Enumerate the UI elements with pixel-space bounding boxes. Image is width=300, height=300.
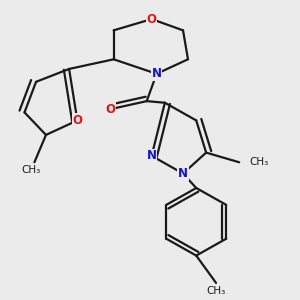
Text: N: N <box>152 67 162 80</box>
Text: O: O <box>105 103 116 116</box>
Text: CH₃: CH₃ <box>22 166 41 176</box>
Text: CH₃: CH₃ <box>249 157 268 167</box>
Text: CH₃: CH₃ <box>206 286 226 296</box>
Text: O: O <box>147 13 157 26</box>
Text: O: O <box>72 114 82 127</box>
Text: N: N <box>147 149 157 162</box>
Text: N: N <box>178 167 188 180</box>
